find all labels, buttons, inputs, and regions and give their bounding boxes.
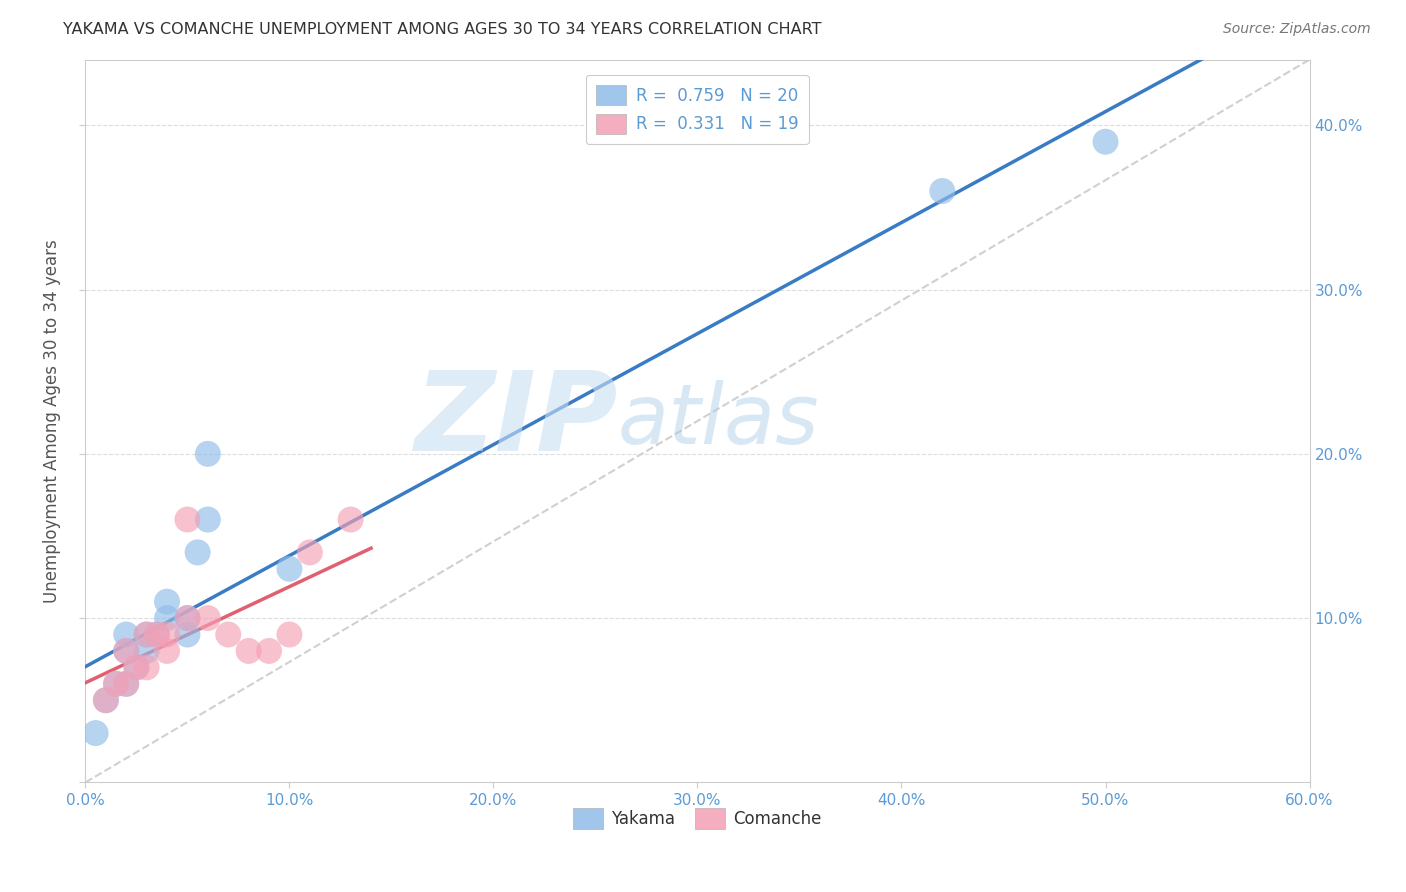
Point xyxy=(197,512,219,526)
Point xyxy=(115,677,138,691)
Point xyxy=(135,627,157,641)
Legend: Yakama, Comanche: Yakama, Comanche xyxy=(567,802,828,836)
Point xyxy=(156,611,179,625)
Point xyxy=(105,677,128,691)
Point xyxy=(94,693,117,707)
Text: ZIP: ZIP xyxy=(415,368,617,475)
Point xyxy=(1094,135,1116,149)
Point xyxy=(125,660,148,674)
Text: Source: ZipAtlas.com: Source: ZipAtlas.com xyxy=(1223,22,1371,37)
Point xyxy=(115,677,138,691)
Point xyxy=(298,545,321,559)
Text: YAKAMA VS COMANCHE UNEMPLOYMENT AMONG AGES 30 TO 34 YEARS CORRELATION CHART: YAKAMA VS COMANCHE UNEMPLOYMENT AMONG AG… xyxy=(63,22,821,37)
Point xyxy=(197,447,219,461)
Y-axis label: Unemployment Among Ages 30 to 34 years: Unemployment Among Ages 30 to 34 years xyxy=(44,239,60,603)
Point xyxy=(197,611,219,625)
Point xyxy=(238,644,260,658)
Point xyxy=(146,627,169,641)
Point xyxy=(84,726,107,740)
Point xyxy=(176,627,198,641)
Point xyxy=(135,660,157,674)
Point xyxy=(278,627,301,641)
Point xyxy=(115,627,138,641)
Point xyxy=(217,627,239,641)
Point xyxy=(94,693,117,707)
Point xyxy=(156,644,179,658)
Text: atlas: atlas xyxy=(617,381,820,461)
Point xyxy=(931,184,953,198)
Point xyxy=(257,644,280,658)
Point xyxy=(187,545,209,559)
Point xyxy=(135,627,157,641)
Point xyxy=(115,644,138,658)
Point xyxy=(105,677,128,691)
Point xyxy=(135,644,157,658)
Point xyxy=(156,595,179,609)
Point xyxy=(146,627,169,641)
Point xyxy=(278,562,301,576)
Point xyxy=(115,644,138,658)
Point xyxy=(176,512,198,526)
Point xyxy=(125,660,148,674)
Point xyxy=(339,512,361,526)
Point xyxy=(156,627,179,641)
Point xyxy=(176,611,198,625)
Point xyxy=(176,611,198,625)
